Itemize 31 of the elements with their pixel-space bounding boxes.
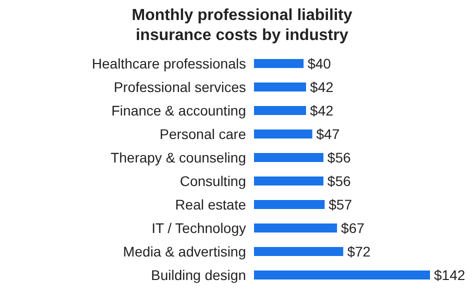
- chart-title: Monthly professional liability insurance costs by industry: [130, 6, 354, 46]
- bar: [254, 153, 324, 162]
- y-tick-label: Media & advertising: [123, 244, 246, 260]
- data-label: $72: [347, 244, 371, 260]
- data-label: $57: [328, 196, 352, 212]
- data-label: $56: [327, 150, 351, 166]
- bar: [254, 130, 312, 138]
- y-tick-label: IT / Technology: [152, 220, 246, 236]
- data-label: $40: [308, 56, 332, 72]
- data-label: $47: [316, 126, 340, 142]
- y-tick-label: Healthcare professionals: [92, 56, 246, 72]
- data-label: $142: [434, 267, 466, 283]
- y-tick-label: Professional services: [114, 79, 246, 96]
- data-label: $42: [310, 79, 334, 95]
- data-label: $67: [341, 220, 365, 236]
- y-tick-label: Building design: [151, 267, 246, 284]
- bar: [254, 106, 306, 115]
- data-label: $42: [310, 102, 334, 118]
- y-tick-label: Therapy & counseling: [110, 150, 246, 166]
- bar: [254, 224, 338, 232]
- bar: [254, 200, 325, 209]
- y-tick-label: Consulting: [180, 173, 246, 190]
- bar: [254, 247, 344, 256]
- bar: [254, 59, 304, 68]
- y-tick-label: Personal care: [160, 126, 246, 142]
- y-tick-label: Real estate: [175, 196, 246, 213]
- bar: [254, 82, 306, 92]
- bar: [254, 270, 430, 280]
- bar: [254, 176, 324, 186]
- data-label: $56: [327, 173, 351, 189]
- y-tick-label: Finance & accounting: [111, 102, 246, 119]
